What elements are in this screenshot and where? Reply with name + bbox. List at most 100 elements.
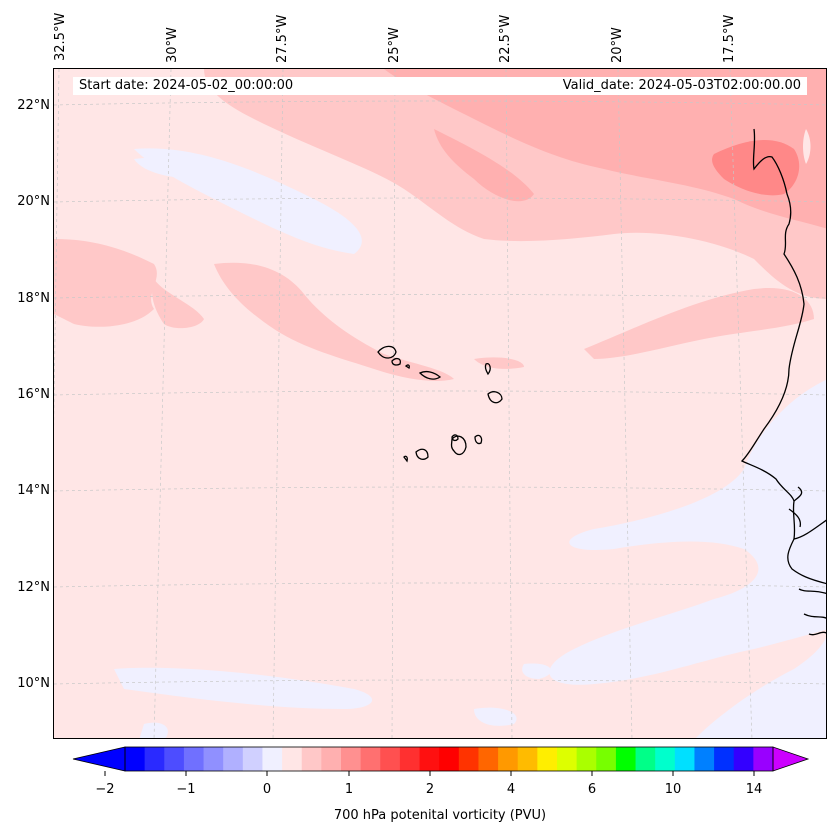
colorbar-segment	[498, 747, 519, 771]
colorbar-segment	[282, 747, 303, 771]
colorbar-segment	[301, 747, 322, 771]
colorbar-segment	[478, 747, 499, 771]
pv-high-region	[384, 69, 826, 229]
lon-gridline	[505, 69, 513, 738]
colorbar-segment	[517, 747, 538, 771]
colorbar-tick-label: 4	[506, 782, 516, 797]
colorbar-tick-label: 0	[262, 782, 272, 797]
colorbar-segment	[537, 747, 558, 771]
island	[450, 435, 467, 456]
lon-label: 17.5°W	[722, 14, 737, 63]
lon-gridline	[153, 69, 172, 738]
colorbar-tick-label: 2	[425, 782, 435, 797]
lat-gridline	[54, 679, 826, 685]
colorbar-tick-label: 10	[664, 782, 682, 797]
colorbar-segment	[674, 747, 695, 771]
cape-verde-islands	[377, 345, 503, 463]
colorbar-segment	[380, 747, 401, 771]
colorbar-segment	[596, 747, 617, 771]
lon-label: 25°W	[387, 27, 402, 63]
colorbar-tick-label: 14	[745, 782, 763, 797]
colorbar-segment	[439, 747, 460, 771]
colorbar-segment	[635, 747, 656, 771]
colorbar-title: 700 hPa potenital vorticity (PVU)	[333, 808, 547, 823]
coastline-africa	[787, 486, 826, 585]
coastline-africa	[798, 588, 826, 636]
pv-low-region	[695, 637, 826, 738]
colorbar-segment	[223, 747, 244, 771]
pv-mid-region	[584, 288, 814, 359]
colorbar-segments	[125, 747, 774, 771]
lat-gridline	[54, 582, 826, 588]
lon-label: 20°W	[610, 27, 625, 63]
colorbar-segment	[341, 747, 362, 771]
pv-mid-region	[54, 239, 157, 327]
colorbar-segment	[557, 747, 578, 771]
colorbar-segment	[694, 747, 715, 771]
lon-label: 27.5°W	[275, 14, 290, 63]
map-panel	[53, 68, 827, 739]
colorbar-outline	[124, 746, 774, 772]
colorbar-segment	[242, 747, 263, 771]
colorbar	[72, 746, 810, 776]
gridlines	[54, 69, 826, 738]
colorbar-segment	[125, 747, 146, 771]
lat-gridline	[54, 197, 826, 203]
island	[418, 370, 442, 380]
colorbar-segment	[615, 747, 637, 771]
colorbar-segment	[753, 747, 774, 771]
colorbar-tick-label: −1	[176, 782, 196, 797]
island	[403, 455, 408, 463]
lat-label: 20°N	[17, 194, 50, 209]
pv-high-region	[434, 129, 534, 202]
island	[415, 448, 429, 460]
colorbar-segment	[262, 747, 283, 771]
colorbar-segment	[733, 747, 754, 771]
lat-label: 14°N	[17, 483, 50, 498]
valid-date: Valid_date: 2024-05-03T02:00:00.00	[562, 78, 801, 93]
colorbar-segment	[164, 747, 185, 771]
colorbar-segment	[419, 747, 440, 771]
colorbar-segment	[576, 747, 597, 771]
colorbar-segment	[144, 747, 165, 771]
pv-low-region	[474, 707, 517, 726]
colorbar-ticks	[104, 771, 755, 776]
pv-low-region	[114, 667, 373, 709]
colorbar-segment	[183, 747, 205, 771]
pv-mid-region	[474, 357, 524, 369]
colorbar-tick-label: −2	[95, 782, 115, 797]
colorbar-segment	[321, 747, 342, 771]
lat-gridline	[54, 294, 826, 299]
pv-peak-region	[803, 129, 811, 164]
colorbar-segment	[360, 747, 381, 771]
pv-low-region	[139, 722, 168, 738]
colorbar-segment	[203, 747, 224, 771]
pv-low-region	[522, 663, 551, 679]
island	[451, 434, 459, 442]
island	[404, 364, 410, 370]
colorbar-tick-label: 6	[587, 782, 597, 797]
run-info-bar: Start date: 2024-05-02_00:00:00 Valid_da…	[73, 77, 807, 95]
lat-label: 18°N	[17, 291, 50, 306]
lat-label: 12°N	[17, 580, 50, 595]
island	[377, 345, 397, 359]
island	[484, 363, 491, 376]
island	[474, 434, 483, 445]
colorbar-over-arrow	[772, 746, 810, 772]
lon-gridline	[391, 69, 396, 738]
island	[487, 391, 503, 404]
colorbar-tick-label: 1	[344, 782, 354, 797]
lon-label: 22.5°W	[498, 14, 513, 63]
colorbar-segment	[399, 747, 421, 771]
lat-label: 16°N	[17, 387, 50, 402]
pv-low-region	[134, 157, 206, 179]
pv-field-map	[54, 69, 826, 738]
lat-gridline	[54, 486, 826, 492]
lon-label: 32.5°W	[53, 12, 68, 61]
colorbar-segment	[714, 747, 735, 771]
lat-label: 22°N	[17, 98, 50, 113]
lon-gridline	[617, 69, 633, 738]
pv-low-region	[549, 380, 826, 685]
start-date: Start date: 2024-05-02_00:00:00	[79, 78, 294, 93]
lon-gridline	[729, 69, 753, 738]
